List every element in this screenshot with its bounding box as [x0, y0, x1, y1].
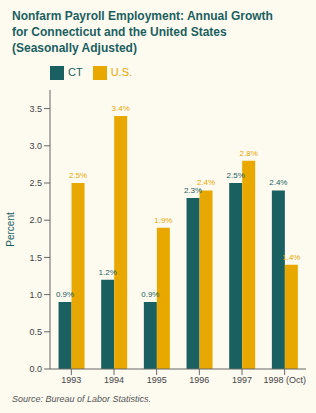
svg-text:1997: 1997	[232, 375, 252, 385]
svg-text:2.5%: 2.5%	[69, 171, 87, 180]
svg-text:0.9%: 0.9%	[141, 290, 159, 299]
html-text:CT: CT	[68, 66, 83, 78]
svg-text:2.4%: 2.4%	[197, 178, 215, 187]
svg-text:2.0: 2.0	[29, 215, 42, 225]
html-text:U.S.: U.S.	[110, 66, 133, 78]
svg-text:2.4%: 2.4%	[269, 178, 287, 187]
svg-text:2.5: 2.5	[29, 178, 42, 188]
svg-text:1996: 1996	[189, 375, 209, 385]
svg-text:1.5: 1.5	[29, 253, 42, 263]
svg-text:1995: 1995	[147, 375, 167, 385]
svg-text:0.0: 0.0	[29, 364, 42, 374]
svg-text:0.5: 0.5	[29, 327, 42, 337]
html-text:Nonfarm Payroll Employment: An: Nonfarm Payroll Employment: Annual Growt…	[12, 9, 273, 23]
html-text:Source: Bureau of Labor Statis: Source: Bureau of Labor Statistics.	[12, 394, 152, 404]
svg-text:1.0: 1.0	[29, 290, 42, 300]
svg-text:2.8%: 2.8%	[240, 149, 258, 158]
svg-text:3.5: 3.5	[29, 104, 42, 114]
svg-text:0.9%: 0.9%	[56, 290, 74, 299]
svg-text:1998 (Oct): 1998 (Oct)	[263, 375, 306, 385]
svg-text:3.4%: 3.4%	[112, 104, 130, 113]
html-text:for Connecticut and the United: for Connecticut and the United States	[12, 25, 227, 39]
html-text:(Seasonally Adjusted): (Seasonally Adjusted)	[12, 41, 137, 55]
svg-text:Percent: Percent	[5, 212, 16, 247]
svg-text:1993: 1993	[61, 375, 81, 385]
svg-text:2.5%: 2.5%	[227, 171, 245, 180]
svg-text:1.9%: 1.9%	[154, 216, 172, 225]
svg-text:1.2%: 1.2%	[99, 268, 117, 277]
svg-text:2.3%: 2.3%	[183, 185, 203, 195]
svg-text:1.4%: 1.4%	[282, 253, 300, 262]
svg-text:1994: 1994	[104, 375, 124, 385]
svg-text:3.0: 3.0	[29, 141, 42, 151]
